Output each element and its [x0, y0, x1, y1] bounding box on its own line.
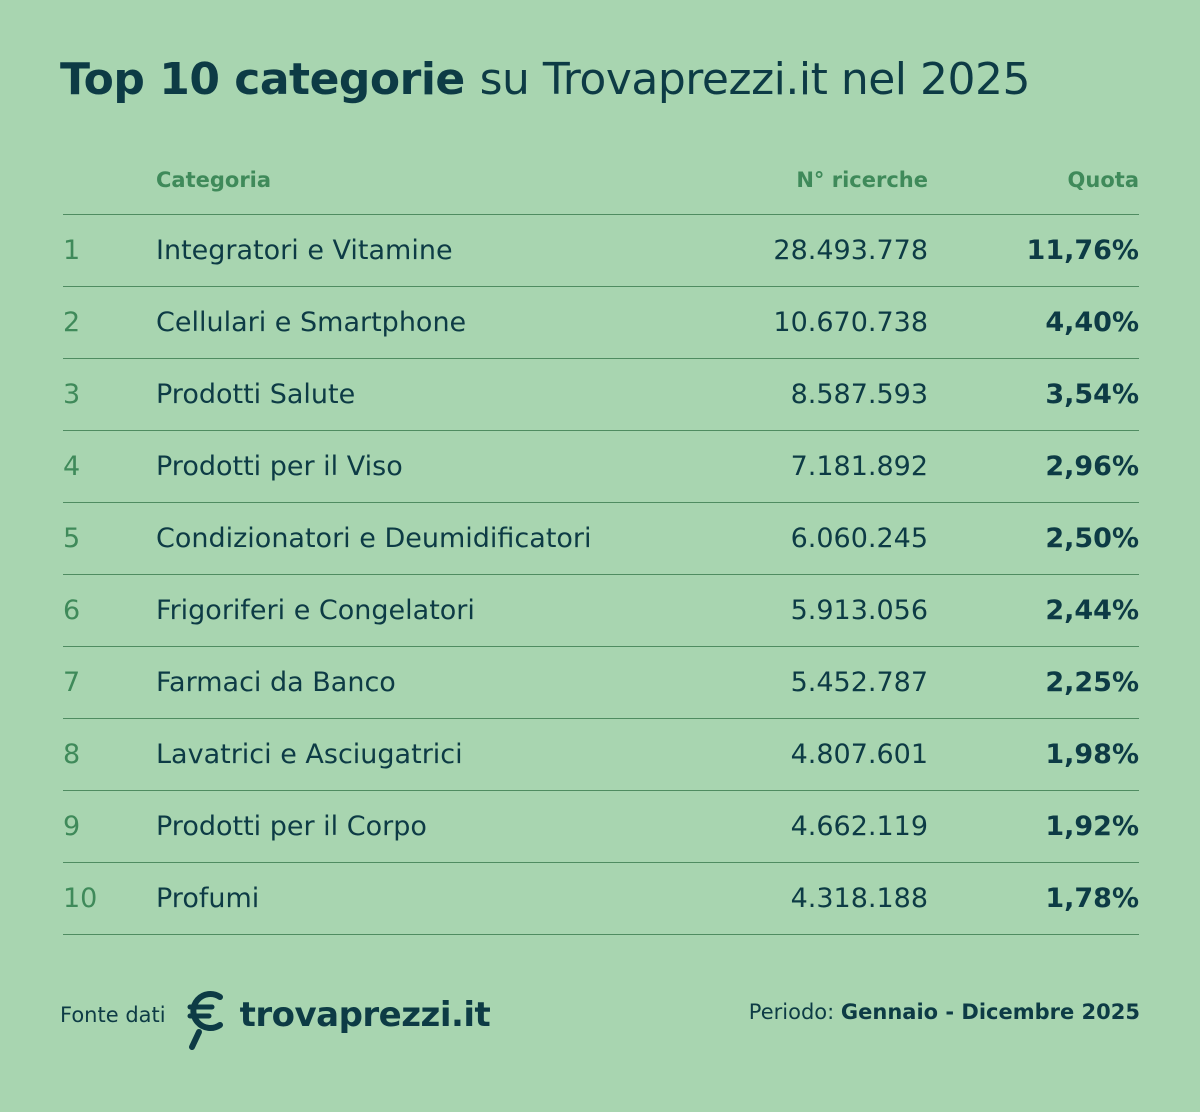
searches-cell: 6.060.245 [790, 523, 928, 554]
searches-cell: 7.181.892 [790, 451, 928, 482]
table-header: Categoria N° ricerche Quota [63, 144, 1139, 215]
table-row: 4 Prodotti per il Viso 7.181.892 2,96% [63, 431, 1139, 503]
table-row: 6 Frigoriferi e Congelatori 5.913.056 2,44% [63, 575, 1139, 647]
share-cell: 2,44% [1045, 595, 1139, 626]
share-cell: 3,54% [1045, 379, 1139, 410]
rank-cell: 10 [63, 883, 98, 914]
rank-cell: 9 [63, 811, 81, 842]
share-cell: 2,25% [1045, 667, 1139, 698]
table-row: 7 Farmaci da Banco 5.452.787 2,25% [63, 647, 1139, 719]
category-cell: Prodotti per il Viso [156, 451, 403, 482]
table-row: 1 Integratori e Vitamine 28.493.778 11,76% [63, 215, 1139, 287]
share-cell: 4,40% [1045, 307, 1139, 338]
period-label: Periodo: [748, 1000, 835, 1024]
rank-cell: 2 [63, 307, 81, 338]
category-cell: Profumi [156, 883, 260, 914]
share-cell: 2,50% [1045, 523, 1139, 554]
category-cell: Lavatrici e Asciugatrici [156, 739, 463, 770]
page-title: Top 10 categorie su Trovaprezzi.it nel 2… [60, 50, 1030, 110]
period-value: Gennaio - Dicembre 2025 [840, 1000, 1140, 1024]
table-row: 3 Prodotti Salute 8.587.593 3,54% [63, 359, 1139, 431]
searches-cell: 28.493.778 [773, 235, 928, 266]
category-cell: Cellulari e Smartphone [156, 307, 467, 338]
searches-cell: 4.807.601 [790, 739, 928, 770]
header-quota: Quota [1067, 168, 1139, 192]
table-row: 9 Prodotti per il Corpo 4.662.119 1,92% [63, 791, 1139, 863]
rank-cell: 4 [63, 451, 81, 482]
title-bold: Top 10 categorie [60, 54, 465, 105]
rank-cell: 1 [63, 235, 81, 266]
searches-cell: 4.662.119 [790, 811, 928, 842]
share-cell: 1,78% [1045, 883, 1139, 914]
table-body: 1 Integratori e Vitamine 28.493.778 11,76% 2… [63, 215, 1139, 935]
rank-cell: 8 [63, 739, 81, 770]
header-ricerche: N° ricerche [796, 168, 928, 192]
header-categoria: Categoria [156, 168, 272, 192]
searches-cell: 8.587.593 [790, 379, 928, 410]
category-cell: Condizionatori e Deumidificatori [156, 523, 592, 554]
share-cell: 1,92% [1045, 811, 1139, 842]
trovaprezzi-magnifier-euro-icon [187, 991, 223, 1050]
category-cell: Farmaci da Banco [156, 667, 396, 698]
rank-cell: 5 [63, 523, 81, 554]
share-cell: 2,96% [1045, 451, 1139, 482]
title-light: su Trovaprezzi.it nel 2025 [479, 54, 1031, 105]
searches-cell: 5.913.056 [790, 595, 928, 626]
searches-cell: 5.452.787 [790, 667, 928, 698]
table-row: 8 Lavatrici e Asciugatrici 4.807.601 1,98% [63, 719, 1139, 791]
table-row: 10 Profumi 4.318.188 1,78% [63, 863, 1139, 935]
rank-cell: 3 [63, 379, 81, 410]
source-label: Fonte dati [60, 1003, 166, 1027]
source-block: Fonte dati trovaprezzi.it [60, 985, 491, 1051]
ranking-table: Categoria N° ricerche Quota 1 Integratori… [63, 144, 1139, 935]
category-cell: Integratori e Vitamine [156, 235, 453, 266]
table-row: 5 Condizionatori e Deumidificatori 6.060.2… [63, 503, 1139, 575]
brand-logo: trovaprezzi.it [182, 985, 491, 1051]
rank-cell: 7 [63, 667, 81, 698]
share-cell: 1,98% [1045, 739, 1139, 770]
searches-cell: 10.670.738 [773, 307, 928, 338]
searches-cell: 4.318.188 [790, 883, 928, 914]
category-cell: Frigoriferi e Congelatori [156, 595, 475, 626]
share-cell: 11,76% [1026, 235, 1139, 266]
table-row: 2 Cellulari e Smartphone 10.670.738 4,40% [63, 287, 1139, 359]
category-cell: Prodotti Salute [156, 379, 356, 410]
rank-cell: 6 [63, 595, 81, 626]
period-block: Periodo: Gennaio - Dicembre 2025 [749, 1000, 1140, 1024]
brand-name: trovaprezzi.it [239, 995, 491, 1035]
category-cell: Prodotti per il Corpo [156, 811, 427, 842]
